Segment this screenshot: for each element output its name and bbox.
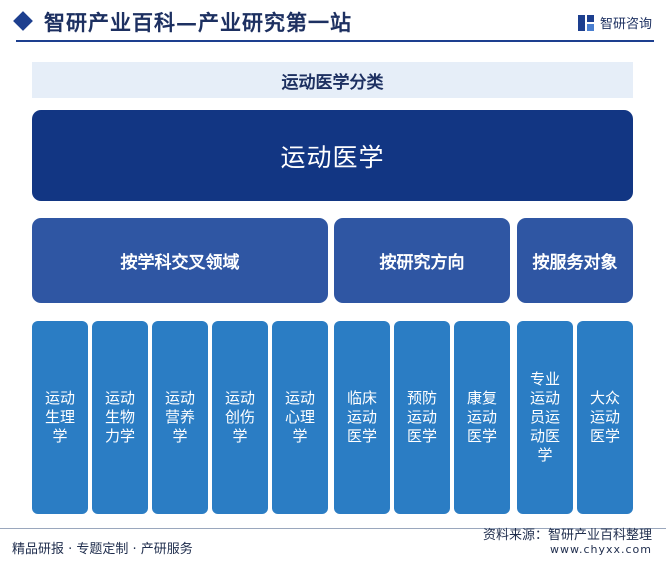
- leaf-node: 运动生物力学: [92, 321, 148, 514]
- leaf-label: 大众运动医学: [589, 389, 620, 445]
- diagram-subtitle-bar: 运动医学分类: [32, 62, 633, 98]
- brand-name: 智研咨询: [599, 17, 652, 32]
- footer-source: 资料来源：智研产业百科整理: [482, 528, 652, 543]
- leaf-label: 专业运动员运动医学: [529, 370, 560, 464]
- category-node-interdisciplinary: 按学科交叉领域: [32, 218, 328, 303]
- category-node-research: 按研究方向: [334, 218, 510, 303]
- root-node-label: 运动医学: [280, 142, 385, 172]
- diamond-icon: [13, 11, 33, 31]
- root-node: 运动医学: [32, 110, 633, 201]
- leaf-label: 运动营养学: [164, 389, 195, 445]
- header-divider: [16, 40, 654, 42]
- leaf-label: 运动创伤学: [224, 389, 255, 445]
- footer-url[interactable]: www.chyxx.com: [549, 543, 652, 556]
- leaf-node: 运动创伤学: [212, 321, 268, 514]
- header: 智研产业百科—产业研究第一站 智研咨询: [0, 0, 666, 44]
- brand-icon: [577, 14, 594, 31]
- page-title: 智研产业百科—产业研究第一站: [44, 10, 352, 35]
- leaf-node: 预防运动医学: [394, 321, 450, 514]
- leaf-label: 运动生物力学: [104, 389, 135, 445]
- footer-tagline: 精品研报 · 专题定制 · 产研服务: [12, 542, 193, 557]
- leaf-node: 大众运动医学: [577, 321, 633, 514]
- leaf-node: 专业运动员运动医学: [517, 321, 573, 514]
- diagram-subtitle: 运动医学分类: [281, 72, 384, 93]
- leaf-label: 预防运动医学: [406, 389, 437, 445]
- leaf-label: 运动心理学: [284, 389, 315, 445]
- leaf-node: 运动生理学: [32, 321, 88, 514]
- leaf-node: 运动心理学: [272, 321, 328, 514]
- leaf-label: 运动生理学: [44, 389, 75, 445]
- leaf-node: 临床运动医学: [334, 321, 390, 514]
- leaf-label: 康复运动医学: [466, 389, 497, 445]
- footer-divider: [0, 528, 666, 529]
- category-node-audience: 按服务对象: [517, 218, 633, 303]
- leaf-label: 临床运动医学: [346, 389, 377, 445]
- category-label: 按服务对象: [532, 253, 618, 273]
- leaf-node: 康复运动医学: [454, 321, 510, 514]
- category-label: 按学科交叉领域: [120, 253, 240, 273]
- category-label: 按研究方向: [379, 253, 465, 273]
- brand-logo[interactable]: 智研咨询: [577, 13, 652, 32]
- leaf-node: 运动营养学: [152, 321, 208, 514]
